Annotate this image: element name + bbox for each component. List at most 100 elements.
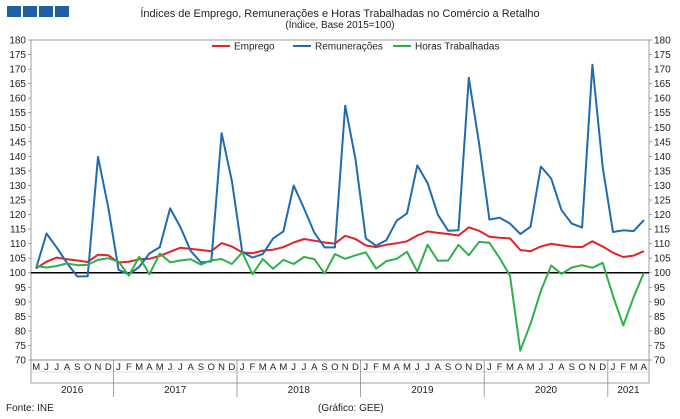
y-tick-label-right: 130	[654, 181, 671, 192]
y-tick-label-right: 125	[654, 196, 671, 207]
x-tick-label: J	[425, 362, 430, 373]
y-tick-label-left: 85	[15, 312, 27, 323]
x-tick-label: A	[435, 362, 442, 373]
y-tick-label-right: 105	[654, 254, 671, 265]
x-tick-label: F	[497, 362, 503, 373]
x-tick-label: S	[198, 362, 204, 373]
series-line-remunera-es	[35, 63, 645, 278]
y-tick-label-right: 175	[654, 50, 671, 61]
x-tick-label: S	[321, 362, 327, 373]
y-tick-label-left: 70	[15, 356, 27, 367]
x-tick-label: A	[517, 362, 524, 373]
legend-label: Horas Trabalhadas	[415, 42, 500, 53]
x-tick-label: J	[54, 362, 59, 373]
y-tick-label-left: 180	[9, 36, 26, 47]
y-tick-label-left: 100	[9, 268, 26, 279]
x-tick-label: J	[240, 362, 245, 373]
y-tick-label-left: 105	[9, 254, 26, 265]
y-tick-label-left: 150	[9, 123, 26, 134]
x-tick-label: F	[620, 362, 626, 373]
x-tick-label: M	[382, 362, 390, 373]
x-tick-label: D	[599, 362, 606, 373]
y-tick-label-right: 100	[654, 268, 671, 279]
y-tick-label-left: 75	[15, 341, 27, 352]
x-tick-label: A	[270, 362, 277, 373]
logo-block	[55, 6, 69, 17]
x-tick-label: A	[311, 362, 318, 373]
x-axis-band	[30, 359, 650, 384]
x-tick-label: S	[569, 362, 575, 373]
x-tick-label: J	[415, 362, 420, 373]
y-tick-label-left: 90	[15, 297, 27, 308]
legend-label: Emprego	[234, 42, 275, 53]
y-tick-label-left: 110	[10, 239, 26, 250]
y-tick-label-left: 120	[9, 210, 26, 221]
x-tick-label: M	[279, 362, 287, 373]
chart-subtitle: (Índice, Base 2015=100)	[285, 20, 395, 31]
x-tick-label: J	[44, 362, 49, 373]
y-tick-label-right: 115	[654, 225, 670, 236]
x-tick-label: A	[558, 362, 565, 373]
x-tick-label: D	[352, 362, 359, 373]
x-tick-label: D	[476, 362, 483, 373]
x-tick-label: O	[455, 362, 462, 373]
x-tick-label: N	[342, 362, 349, 373]
y-tick-label-left: 115	[10, 225, 26, 236]
x-tick-label: J	[116, 362, 121, 373]
y-tick-label-right: 150	[654, 123, 671, 134]
x-tick-label: J	[611, 362, 616, 373]
x-tick-label: J	[363, 362, 368, 373]
logo-block	[23, 6, 37, 17]
y-tick-label-right: 140	[654, 152, 671, 163]
y-tick-label-right: 145	[654, 137, 671, 148]
y-tick-label-left: 130	[9, 181, 26, 192]
year-label: 2021	[617, 385, 640, 396]
logo-block	[7, 6, 21, 17]
plot-area	[30, 39, 650, 361]
y-tick-label-left: 125	[9, 196, 26, 207]
y-tick-label-right: 135	[654, 166, 671, 177]
x-tick-label: J	[302, 362, 307, 373]
y-tick-label-left: 140	[9, 152, 26, 163]
y-tick-label-right: 110	[654, 239, 670, 250]
y-tick-label-right: 80	[654, 326, 666, 337]
y-tick-label-left: 165	[9, 79, 26, 90]
year-label: 2019	[411, 385, 434, 396]
x-tick-label: N	[589, 362, 596, 373]
x-tick-label: F	[126, 362, 132, 373]
series-line-emprego	[35, 226, 645, 270]
x-tick-label: D	[105, 362, 112, 373]
x-tick-label: M	[527, 362, 535, 373]
x-tick-label: J	[538, 362, 543, 373]
y-tick-label-left: 175	[9, 50, 26, 61]
x-tick-label: M	[259, 362, 267, 373]
x-tick-label: F	[250, 362, 256, 373]
x-tick-label: J	[291, 362, 296, 373]
x-tick-label: O	[208, 362, 215, 373]
x-tick-label: M	[630, 362, 638, 373]
y-tick-label-left: 145	[9, 137, 26, 148]
x-tick-label: S	[74, 362, 80, 373]
y-tick-label-right: 95	[654, 283, 666, 294]
year-label: 2018	[288, 385, 311, 396]
y-tick-label-right: 165	[654, 79, 671, 90]
y-tick-label-right: 90	[654, 297, 666, 308]
y-tick-label-left: 160	[9, 94, 26, 105]
x-tick-label: M	[156, 362, 164, 373]
x-tick-label: A	[641, 362, 648, 373]
x-tick-label: N	[218, 362, 225, 373]
y-tick-label-left: 170	[9, 65, 26, 76]
logo-block	[39, 6, 53, 17]
chart-title: Índices de Emprego, Remunerações e Horas…	[140, 8, 540, 20]
y-tick-label-right: 170	[654, 65, 671, 76]
y-tick-label-right: 155	[654, 108, 671, 119]
gee-logo	[7, 6, 69, 17]
credit-note: (Gráfico: GEE)	[318, 403, 384, 414]
y-tick-label-right: 160	[654, 94, 671, 105]
x-tick-label: M	[135, 362, 143, 373]
y-tick-label-right: 75	[654, 341, 666, 352]
x-tick-label: O	[578, 362, 585, 373]
y-tick-label-left: 155	[9, 108, 26, 119]
x-tick-label: S	[445, 362, 451, 373]
x-tick-label: A	[64, 362, 71, 373]
